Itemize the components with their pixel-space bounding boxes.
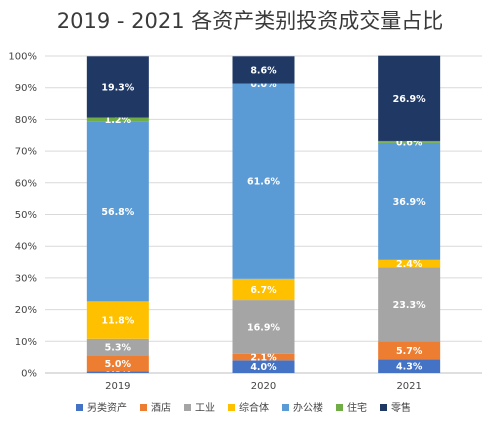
data-label: 8.6% xyxy=(250,65,277,76)
legend-label: 住宅 xyxy=(347,401,367,414)
data-label: 19.3% xyxy=(101,82,134,93)
x-tick-label: 2019 xyxy=(105,381,130,392)
y-tick-label: 40% xyxy=(15,242,37,253)
data-label: 6.7% xyxy=(250,285,277,296)
y-axis: 0% 10% 20% 30% 40% 50% 60% 70% 80% 90% 100% xyxy=(8,52,37,380)
y-tick-label: 60% xyxy=(15,178,37,189)
legend-label: 另类资产 xyxy=(87,401,127,414)
bar-segment xyxy=(378,267,441,342)
data-label: 2.1% xyxy=(250,352,277,363)
bar-segment xyxy=(232,278,295,301)
y-tick-label: 30% xyxy=(15,273,37,284)
y-tick-label: 0% xyxy=(21,369,37,380)
bar-segment xyxy=(378,55,441,141)
legend-swatch xyxy=(380,404,387,411)
bar-segment xyxy=(378,140,441,143)
data-label: 5.0% xyxy=(105,359,132,370)
bar-segment xyxy=(378,359,441,373)
legend-label: 零售 xyxy=(391,401,411,414)
data-label: 61.6% xyxy=(247,177,280,188)
data-label: 23.3% xyxy=(393,300,426,311)
legend-swatch xyxy=(336,404,343,411)
legend-swatch xyxy=(228,404,235,411)
data-label: 36.9% xyxy=(393,197,426,208)
legend-label: 办公楼 xyxy=(293,401,323,414)
data-label: 4.3% xyxy=(396,362,423,373)
data-label: 26.9% xyxy=(393,94,426,105)
y-tick-label: 80% xyxy=(15,115,37,126)
x-tick-label: 2020 xyxy=(251,381,276,392)
data-label: 2.4% xyxy=(396,259,423,270)
bar-segment xyxy=(232,360,295,373)
legend-label: 工业 xyxy=(195,402,215,414)
legend-swatch xyxy=(76,404,83,411)
bar-segment xyxy=(378,142,441,260)
y-tick-label: 20% xyxy=(15,305,37,316)
bar-segment xyxy=(86,117,149,122)
y-tick-label: 70% xyxy=(15,147,37,158)
legend: 另类资产 酒店 工业 综合体 办公楼 住宅 零售 xyxy=(76,401,411,414)
x-tick-label: 2021 xyxy=(396,381,421,392)
data-label: 4.0% xyxy=(250,362,277,373)
bar-segment xyxy=(86,121,149,302)
data-label: 5.7% xyxy=(396,346,423,357)
bar-segment xyxy=(86,56,149,118)
bar-segment xyxy=(232,300,295,354)
y-tick-label: 50% xyxy=(15,210,37,221)
chart-title: 2019 - 2021 各资产类别投资成交量占比 xyxy=(57,9,444,33)
bar-segment xyxy=(86,338,149,356)
data-label: 5.3% xyxy=(105,343,132,354)
bar-segment xyxy=(86,371,149,373)
legend-label: 综合体 xyxy=(239,401,269,414)
data-label: 56.8% xyxy=(101,207,134,218)
legend-swatch xyxy=(282,404,289,411)
bar-segment xyxy=(232,56,295,84)
bars: 0.5%5.0%5.3%11.8%56.8%1.2%19.3%4.0%2.1%1… xyxy=(86,55,441,375)
x-axis: 2019 2020 2021 xyxy=(105,381,422,392)
legend-swatch xyxy=(140,404,147,411)
bar-segment xyxy=(86,355,149,372)
y-tick-label: 90% xyxy=(15,83,37,94)
y-tick-label: 10% xyxy=(15,337,37,348)
y-tick-label: 100% xyxy=(8,52,37,63)
bar-segment xyxy=(378,259,441,268)
data-label: 11.8% xyxy=(101,316,134,327)
bar-segment xyxy=(232,83,295,279)
data-label: 1.2% xyxy=(105,115,132,126)
bar-segment xyxy=(232,353,295,361)
bar-segment xyxy=(86,301,149,339)
data-label: 16.9% xyxy=(247,322,280,333)
legend-swatch xyxy=(184,404,191,411)
bar-segment xyxy=(378,341,441,360)
legend-label: 酒店 xyxy=(151,401,171,414)
data-label: 0.0% xyxy=(250,79,277,90)
data-label: 0.6% xyxy=(396,137,423,148)
